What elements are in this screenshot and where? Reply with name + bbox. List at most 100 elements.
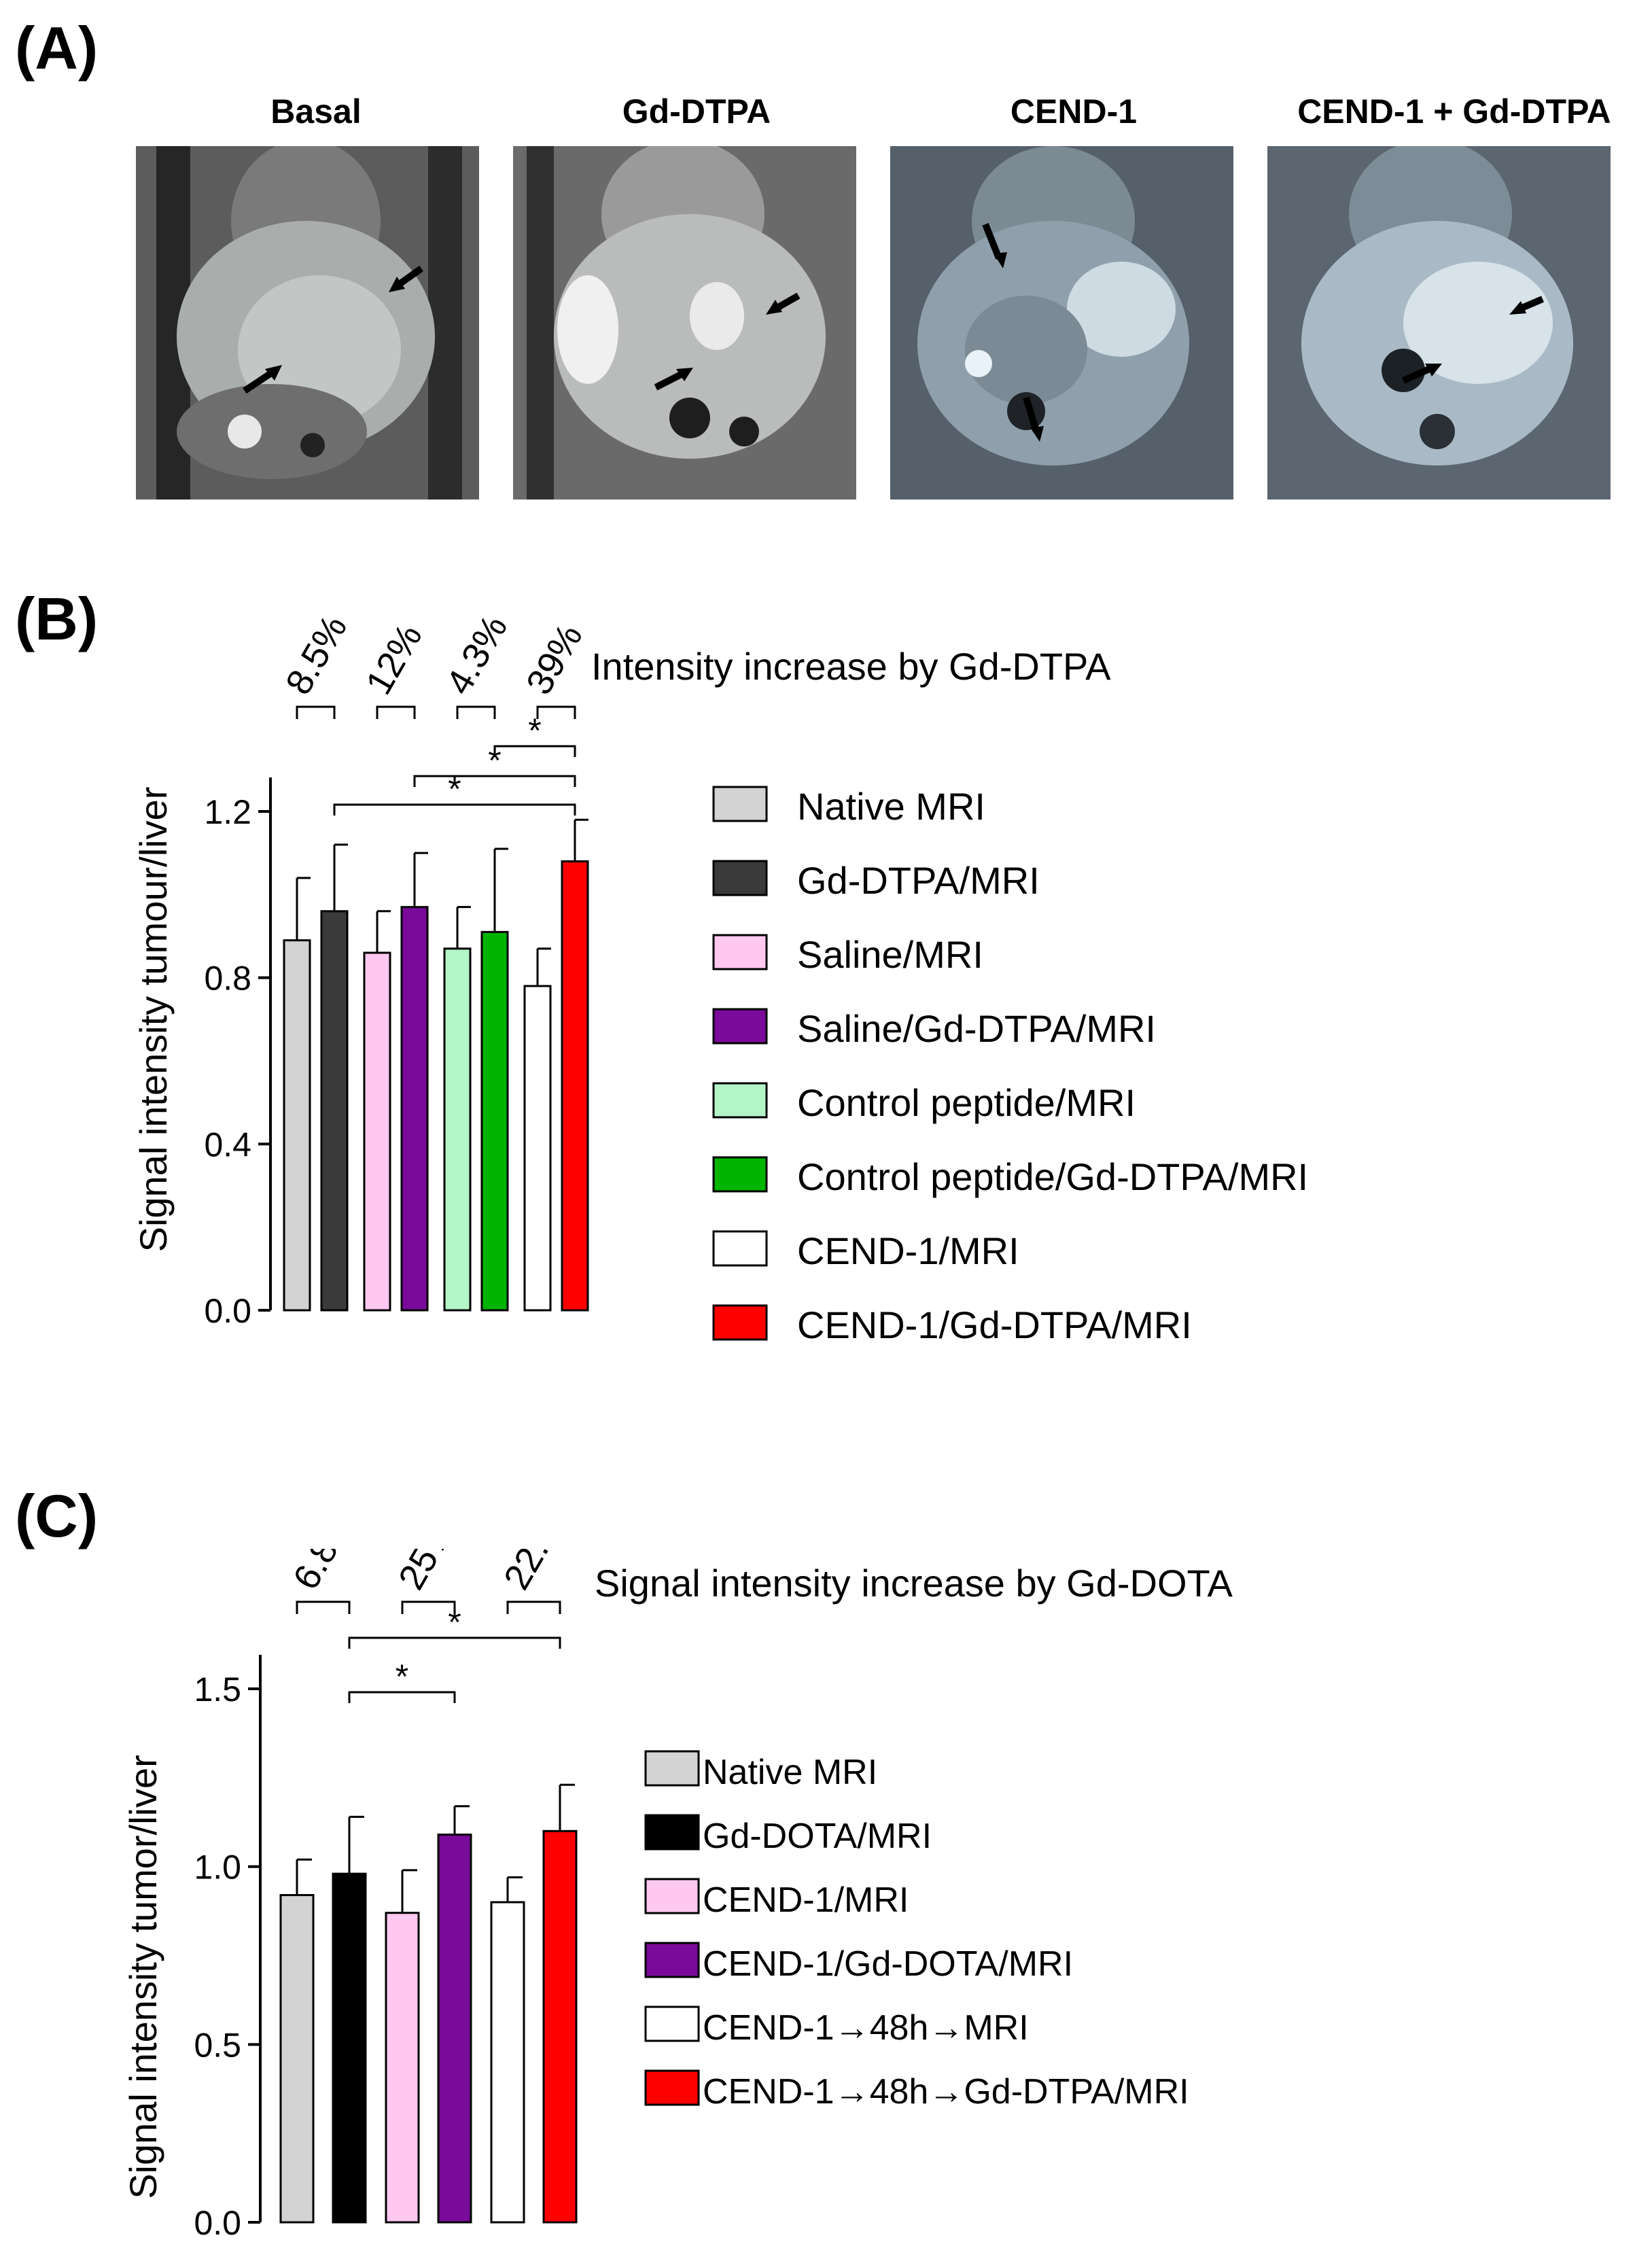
legend-label: Control peptide/Gd-DTPA/MRI [797, 1155, 1308, 1198]
chart-c-title: Signal intensity increase by Gd-DOTA [595, 1562, 1233, 1605]
percent-label: 25% [391, 1549, 463, 1596]
mri-title-cend-1-gd-dtpa: CEND-1 + Gd-DTPA [1297, 92, 1611, 130]
bar [385, 1912, 420, 2224]
percent-bracket [376, 705, 416, 719]
legend-label: CEND-1/MRI [703, 1880, 909, 1920]
legend-swatch [712, 1304, 768, 1341]
percent-label: 22.5% [496, 1549, 584, 1596]
percent-label: 4.3% [438, 608, 516, 701]
legend-label: Native MRI [797, 785, 985, 828]
legend-label: Saline/Gd-DTPA/MRI [797, 1007, 1156, 1050]
percent-label: 39% [519, 617, 591, 701]
bar [437, 1834, 472, 2224]
chart-b-title: Intensity increase by Gd-DTPA [591, 645, 1111, 688]
percent-bracket [296, 1600, 351, 1614]
legend-swatch [712, 1156, 768, 1193]
legend-swatch [712, 1008, 768, 1045]
significance-bracket [413, 775, 576, 787]
bar [490, 1901, 525, 2224]
percent-label: 6.8% [285, 1549, 363, 1596]
y-tick-label: 0.8 [204, 960, 251, 998]
significance-bracket [348, 1691, 456, 1703]
legend-label: Saline/MRI [797, 933, 983, 976]
bar [561, 860, 589, 1312]
y-tick-label: 0.4 [204, 1125, 251, 1163]
bar [332, 1872, 367, 2224]
chart-c-significance: ** [348, 1603, 561, 1703]
panel-label-c: (C) [15, 1482, 99, 1549]
y-tick-label: 0.0 [204, 1292, 251, 1330]
legend-swatch [712, 860, 768, 896]
bar [279, 1894, 315, 2224]
legend-label: Native MRI [703, 1753, 877, 1792]
chart-b-ticks: 0.0 0.4 0.8 1.2 [204, 793, 270, 1330]
percent-bracket [536, 705, 576, 719]
y-tick-label: 1.2 [204, 793, 251, 831]
significance-star: * [448, 770, 461, 808]
mri-image-gd-dtpa [513, 146, 856, 500]
legend-label: Control peptide/MRI [797, 1081, 1136, 1124]
significance-star: * [448, 1603, 461, 1641]
chart-b: Intensity increase by Gd-DTPA Signal int… [132, 608, 1308, 1346]
legend-label: CEND-1/MRI [797, 1229, 1019, 1272]
chart-b-bars [283, 860, 589, 1312]
chart-b-percent-labels: 8.5% 12% 4.3% 39% [278, 608, 591, 719]
legend-label: CEND-1/Gd-DOTA/MRI [703, 1944, 1073, 1984]
legend-label: CEND-1/Gd-DTPA/MRI [797, 1303, 1192, 1346]
legend-label: Gd-DTPA/MRI [797, 859, 1040, 902]
bar [523, 985, 552, 1312]
panel-label-b: (B) [15, 585, 99, 652]
significance-bracket [333, 803, 576, 816]
legend-label: Gd-DOTA/MRI [703, 1817, 932, 1856]
percent-bracket [296, 705, 336, 719]
bar [320, 910, 349, 1312]
mri-image-cend-1 [890, 146, 1233, 500]
bar [542, 1829, 578, 2224]
legend-swatch [712, 1082, 768, 1119]
bar [283, 939, 311, 1312]
legend-label: CEND-1→48h→Gd-DTPA/MRI [703, 2072, 1189, 2112]
mri-title-cend-1: CEND-1 [1010, 92, 1138, 130]
chart-b-legend: Native MRI Gd-DTPA/MRI Saline/MRI Saline/Gd… [712, 785, 1308, 1346]
chart-c-error-bars [296, 1783, 575, 1913]
chart-b-ylabel: Signal intensity tumour/liver [132, 787, 175, 1253]
mri-title-gd-dtpa: Gd-DTPA [622, 92, 771, 130]
significance-bracket [348, 1636, 561, 1649]
legend-swatch [644, 1942, 700, 1978]
legend-label: CEND-1→48h→MRI [703, 2008, 1029, 2048]
legend-swatch [712, 934, 768, 970]
chart-c-percent-labels: 6.8% 25% 22.5% [285, 1549, 584, 1614]
chart-c: Signal intensity increase by Gd-DOTA Sig… [122, 1549, 1233, 2242]
legend-swatch [712, 786, 768, 822]
legend-swatch [644, 2069, 700, 2106]
bar [400, 906, 429, 1312]
legend-swatch [712, 1230, 768, 1267]
bar [363, 951, 391, 1312]
chart-c-bars [279, 1829, 578, 2224]
chart-b-error-bars [296, 818, 588, 986]
y-tick-label: 1.5 [194, 1670, 241, 1709]
y-tick-label: 0.5 [194, 2026, 241, 2064]
mri-title-basal: Basal [270, 92, 362, 130]
significance-star: * [396, 1658, 408, 1696]
y-tick-label: 1.0 [194, 1849, 241, 1887]
panel-label-a: (A) [15, 14, 99, 82]
significance-star: * [528, 712, 541, 750]
legend-swatch [644, 1814, 700, 1851]
percent-label: 8.5% [278, 608, 355, 701]
chart-c-ticks: 0.0 0.5 1.0 1.5 [194, 1670, 260, 2242]
significance-star: * [488, 741, 501, 780]
chart-c-legend: Native MRI Gd-DOTA/MRI CEND-1/MRI CEND-1/Gd… [644, 1750, 1189, 2112]
chart-b-significance: * * * [333, 712, 576, 816]
mri-image-cend-1-gd-dtpa [1267, 146, 1611, 500]
mri-image-basal [136, 146, 479, 500]
percent-bracket [456, 705, 496, 719]
chart-c-ylabel: Signal intensity tumor/liver [122, 1755, 164, 2199]
bar [480, 930, 509, 1312]
percent-bracket [401, 1600, 456, 1614]
legend-swatch [644, 1750, 700, 1787]
percent-label: 12% [358, 617, 430, 701]
legend-swatch [644, 2005, 700, 2042]
significance-bracket [493, 745, 576, 757]
legend-swatch [644, 1878, 700, 1914]
